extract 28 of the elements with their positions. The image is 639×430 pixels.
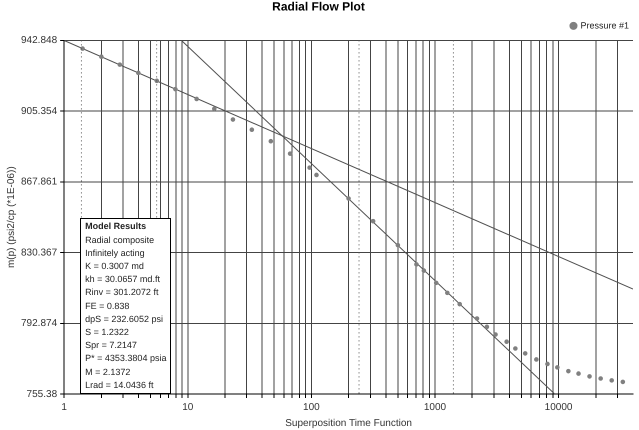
- x-tick-label: 1: [61, 402, 68, 413]
- x-tick-label: 10: [182, 402, 194, 413]
- annotation: Spr = 7.2147: [85, 339, 138, 352]
- annotation: Model Results: [85, 220, 148, 234]
- y-tick-label: 867.861: [20, 176, 58, 188]
- legend-label: Pressure #1: [580, 20, 630, 30]
- y-tick-label: 905.354: [20, 106, 58, 117]
- annotation: Lrad = 14.0436 ft: [85, 378, 154, 392]
- x-tick-label: 1000: [424, 402, 447, 413]
- y-tick-label: 755.38: [26, 388, 58, 400]
- chart-title: Radial Flow Plot: [272, 0, 365, 14]
- annotation: M = 2.1372: [85, 366, 132, 379]
- annotation: dpS = 232.6052 psi: [85, 312, 164, 326]
- annotation: K = 0.3007 md: [85, 260, 145, 273]
- annotation: Infinitely acting: [85, 246, 146, 260]
- x-tick-label: 10000: [544, 402, 573, 413]
- annotation: kh = 30.0657 md.ft: [85, 273, 161, 286]
- y-tick-label: 830.367: [20, 247, 58, 258]
- x-axis-title: Superposition Time Function: [285, 418, 412, 429]
- y-tick-label: 792.874: [20, 318, 58, 330]
- annotation: S = 1.2322: [85, 326, 130, 339]
- annotation: Rinv = 301.2072 ft: [85, 286, 160, 300]
- annotation: FE = 0.838: [85, 300, 130, 313]
- annotation: P* = 4353.3804 psia: [85, 352, 166, 366]
- y-tick-label: 942.848: [20, 35, 58, 46]
- y-axis-title: m(p) (psi2/cp (*1E-06)): [6, 166, 17, 268]
- x-tick-label: 100: [303, 402, 320, 413]
- annotation: Radial composite: [85, 234, 156, 247]
